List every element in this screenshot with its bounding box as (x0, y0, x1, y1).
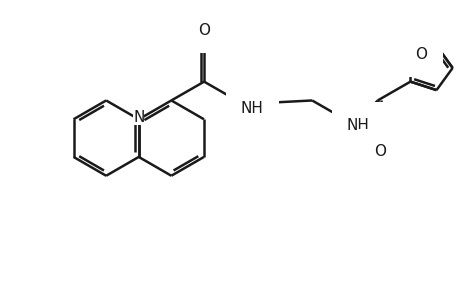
Text: NH: NH (346, 118, 369, 133)
Text: O: O (414, 47, 426, 62)
Text: O: O (373, 144, 385, 159)
Text: N: N (133, 110, 144, 125)
Text: O: O (198, 23, 210, 38)
Text: NH: NH (241, 101, 263, 116)
